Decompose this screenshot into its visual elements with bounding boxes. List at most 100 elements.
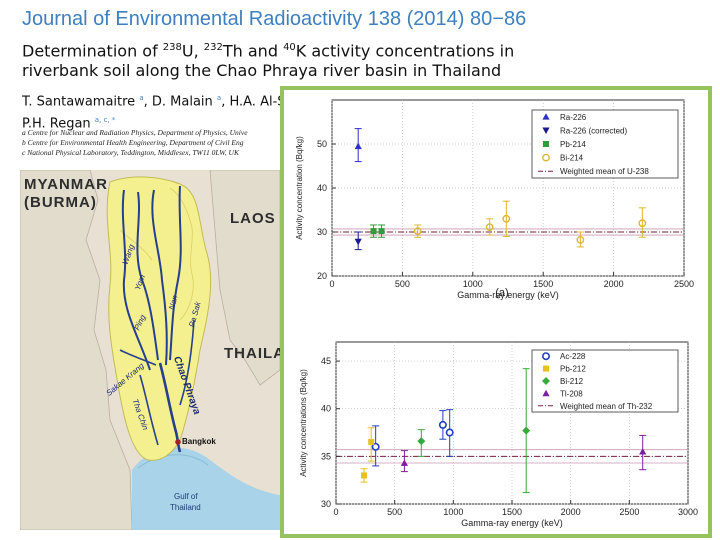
map-label-gulf-1: Gulf of	[174, 492, 198, 501]
title-superscript: 232	[203, 42, 223, 53]
data-point	[445, 428, 454, 437]
x-tick-label: 3000	[678, 507, 698, 517]
data-point	[361, 472, 368, 479]
data-point	[438, 420, 447, 429]
legend-swatch	[542, 377, 550, 385]
legend-swatch	[542, 153, 550, 162]
legend-box	[531, 349, 679, 413]
data-point	[485, 223, 494, 232]
panel-label: (a)	[495, 287, 508, 299]
author-affil-mark: a	[216, 94, 222, 102]
map-label-bangkok: Bangkok	[182, 437, 216, 446]
journal-citation: Journal of Environmental Radioactivity 1…	[22, 8, 527, 30]
x-axis-label: Gamma-ray energy (keV)	[461, 518, 563, 528]
map-label-gulf-2: Thailand	[170, 503, 201, 512]
paper-title: Determination of 238U, 232Th and 40K act…	[22, 38, 562, 81]
data-point	[400, 459, 409, 466]
author-name: P.H. Regan	[22, 116, 95, 132]
data-point	[413, 227, 422, 236]
y-tick-label: 50	[317, 139, 327, 149]
x-tick-label: 2000	[561, 507, 581, 517]
author-name: , H.A. Al-Su	[221, 94, 294, 110]
legend-entry: Pb-212	[560, 365, 586, 374]
legend-swatch	[543, 141, 549, 147]
legend-swatch	[541, 352, 550, 361]
affiliation-line: b Centre for Environmental Health Engine…	[22, 138, 244, 147]
map-label-laos: LAOS	[230, 210, 276, 227]
legend-swatch	[542, 113, 550, 120]
y-axis-label: Activity concentrations (Bq/kg)	[299, 369, 308, 477]
title-text: Determination of	[22, 41, 163, 61]
title-text: Th and	[222, 41, 284, 61]
affiliations: a Centre for Nuclear and Radiation Physi…	[22, 128, 248, 158]
map-graphic	[20, 170, 280, 530]
figure-panel: 20 30 40 50 0 500 1000 1500 2000 2500 Gamma-ray en…	[280, 86, 712, 538]
map-label-myanmar: MYANMAR	[24, 176, 108, 193]
legend-swatch	[542, 389, 550, 397]
author-affil-mark: a, c, *	[94, 116, 116, 125]
x-tick-label: 1500	[533, 279, 553, 289]
legend-swatch	[543, 365, 549, 372]
x-tick-label: 2500	[674, 279, 694, 289]
x-axis-label: Gamma-ray energy (keV)	[457, 290, 559, 300]
map-label-thailand: THAILA	[224, 345, 280, 362]
data-point	[638, 219, 647, 228]
data-point	[639, 447, 647, 455]
data-point	[576, 236, 585, 244]
y-tick-label: 40	[321, 404, 331, 414]
x-tick-label: 1500	[502, 507, 522, 517]
x-tick-label: 0	[329, 279, 334, 289]
title-line-2: riverbank soil along the Chao Phraya riv…	[22, 61, 502, 81]
affiliation-line: c National Physical Laboratory, Teddingt…	[22, 148, 239, 157]
legend-swatch	[542, 127, 550, 134]
bangkok-marker	[175, 439, 181, 445]
legend-entry: Ra-226	[560, 113, 587, 122]
author-name: , D. Malain	[143, 94, 217, 110]
data-point	[417, 437, 426, 446]
author-name: T. Santawamaitre	[22, 94, 140, 110]
river-basin-map: MYANMAR (BURMA) LAOS THAILA Gulf of Thai…	[20, 170, 280, 530]
chart-2: 30 35 40 45 0 500 1000 1500 2000 2500 3000 Gamma-ra…	[299, 341, 698, 528]
legend-entry: Bi-214	[560, 154, 584, 163]
y-axis-label: Activity concentration (Bq/kg)	[295, 136, 304, 240]
affiliation-line: a Centre for Nuclear and Radiation Physi…	[22, 128, 248, 137]
legend-entry: Pb-214	[560, 140, 586, 149]
data-point	[354, 142, 362, 150]
author-affil-mark: a	[139, 94, 144, 102]
title-superscript: 238	[162, 42, 182, 53]
title-text: K activity concentrations in	[295, 41, 515, 61]
data-point	[378, 228, 385, 235]
x-tick-label: 2500	[619, 507, 639, 517]
x-tick-label: 1000	[443, 507, 463, 517]
y-tick-label: 35	[321, 451, 331, 461]
legend-entry: Ac-228	[560, 352, 586, 361]
data-point	[371, 442, 380, 451]
data-point	[522, 426, 531, 435]
legend-entry: Bi-212	[560, 377, 584, 386]
x-tick-label: 0	[333, 507, 338, 517]
data-point	[368, 439, 375, 446]
author-list: T. Santawamaitre a, D. Malain a, H.A. Al…	[22, 89, 294, 134]
legend-entry: Tl-208	[560, 389, 583, 398]
y-tick-label: 30	[321, 499, 331, 509]
x-tick-label: 500	[387, 507, 402, 517]
y-tick-label: 45	[321, 356, 331, 366]
y-tick-label: 30	[317, 227, 327, 237]
x-tick-label: 500	[395, 279, 410, 289]
title-text: U,	[181, 41, 204, 61]
data-point	[354, 238, 362, 246]
map-label-burma: (BURMA)	[24, 194, 97, 211]
title-superscript: 40	[283, 42, 296, 53]
y-tick-label: 20	[317, 271, 327, 281]
data-point	[502, 214, 511, 223]
legend-box	[531, 109, 679, 179]
x-tick-label: 1000	[463, 279, 483, 289]
legend-entry: Weighted mean of Th-232	[560, 402, 653, 411]
data-point	[370, 228, 377, 235]
y-tick-label: 40	[317, 183, 327, 193]
x-tick-label: 2000	[604, 279, 624, 289]
legend-entry: Weighted mean of U-238	[560, 167, 649, 176]
legend-entry: Ra-226 (corrected)	[560, 126, 627, 135]
